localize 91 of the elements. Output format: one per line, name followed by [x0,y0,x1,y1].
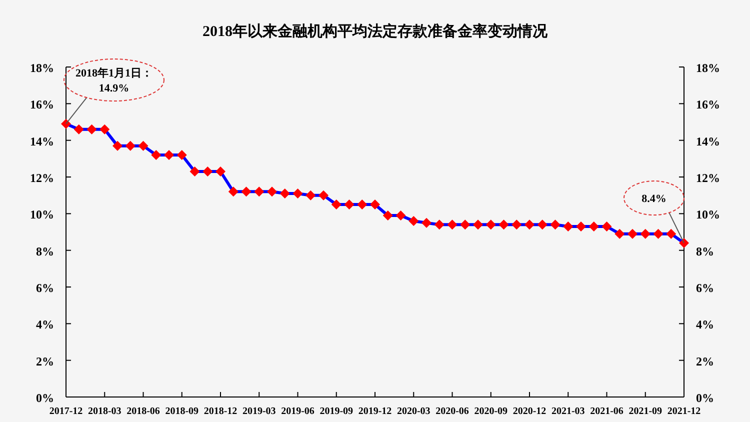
y-tick-label: 18% [30,61,54,75]
point [460,220,470,230]
annotation: 2018年1月1日： 14.9% [64,58,164,124]
y-tick-label: 6% [36,281,54,295]
y-tick-label: 8% [36,244,54,258]
point [61,118,71,129]
point [190,166,200,176]
point [396,210,406,220]
point [164,150,174,160]
point [370,200,380,210]
y2-tick-label: 8% [696,244,714,258]
x-tick-label: 2021-09 [628,406,662,417]
y2-tick-label: 16% [696,98,720,112]
point [202,166,213,176]
point [292,188,303,198]
y-tick-label: 4% [36,318,54,332]
point [550,220,560,230]
point [228,186,238,197]
point [86,124,97,134]
x-tick-label: 2020-06 [436,406,469,417]
point [524,220,534,230]
x-tick-label: 2021-03 [551,406,585,417]
point [280,188,290,198]
point [422,218,432,228]
y2-tick-label: 12% [696,171,720,185]
y2-tick-label: 2% [696,354,714,368]
point [679,238,689,248]
point [563,222,574,232]
x-tick-label: 2020-12 [512,406,546,417]
y-tick-label: 10% [30,208,54,222]
point [666,228,676,239]
y2-tick-label: 6% [696,281,714,295]
point [318,190,328,200]
y2-tick-label: 18% [696,61,720,75]
x-tick-label: 2018-09 [165,406,199,417]
point [447,220,458,230]
y-tick-label: 16% [30,98,54,112]
point [74,124,84,134]
annotation: 8.4% [642,193,666,205]
point [640,228,650,239]
x-tick-label: 2020-09 [474,406,508,417]
y-tick-label: 0% [36,391,54,405]
point [357,200,368,210]
point [602,222,612,232]
x-tick-label: 2018-06 [126,406,160,417]
annotation: 8.4% [624,180,684,244]
annotation: 2018年1月1日： 14.9% [76,66,152,94]
point [151,150,162,160]
y-tick-label: 14% [30,134,54,148]
point [331,200,342,210]
point [537,220,548,230]
y2-tick-label: 14% [696,134,720,148]
point [267,186,277,197]
x-tick-label: 2019-09 [320,406,354,417]
chart-title: 2018年以来金融机构平均法定存款准备金率变动情况 [202,22,548,40]
x-tick-label: 2017-12 [49,406,83,417]
point [614,228,625,239]
point [138,140,148,151]
y-tick-label: 2% [36,354,54,368]
point [498,220,509,230]
x-tick-label: 2021-12 [667,406,701,417]
x-tick-label: 2018-03 [88,406,122,417]
point [512,220,522,230]
point [653,228,664,239]
point [241,186,252,197]
point [344,200,354,210]
x-tick-label: 2019-03 [242,406,276,417]
point [382,210,393,220]
y2-tick-label: 0% [696,391,714,405]
point [100,124,110,134]
point [112,140,122,151]
x-tick-label: 2020-03 [396,406,430,417]
x-tick-label: 2018-12 [204,406,238,417]
x-tick-label: 2021-06 [590,406,624,417]
point [254,186,264,197]
point [306,190,316,200]
point [628,228,638,239]
point [408,216,419,226]
y-tick-label: 12% [30,171,54,185]
point [486,220,496,230]
y2-tick-label: 10% [696,208,720,222]
point [125,140,136,151]
x-tick-label: 2019-06 [281,406,314,417]
y2-tick-label: 4% [696,318,714,332]
point [176,150,187,160]
point [588,222,599,232]
point [576,222,586,232]
point [216,166,226,176]
point [434,220,444,230]
point [473,220,483,230]
x-tick-label: 2019-12 [358,406,392,417]
